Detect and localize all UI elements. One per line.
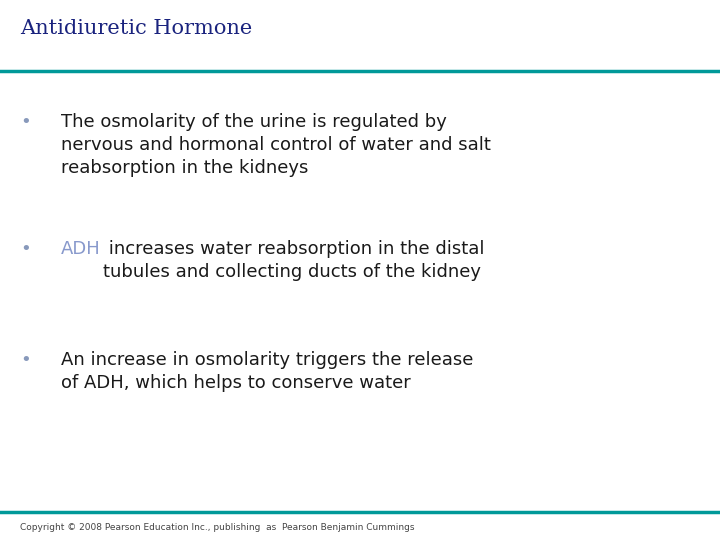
Text: •: • <box>20 113 31 131</box>
Text: •: • <box>20 240 31 258</box>
Text: An increase in osmolarity triggers the release
of ADH, which helps to conserve w: An increase in osmolarity triggers the r… <box>61 351 474 392</box>
Text: •: • <box>20 351 31 369</box>
Text: The osmolarity of the urine is regulated by
nervous and hormonal control of wate: The osmolarity of the urine is regulated… <box>61 113 491 177</box>
Text: ADH: ADH <box>61 240 101 258</box>
Text: Copyright © 2008 Pearson Education Inc., publishing  as  Pearson Benjamin Cummin: Copyright © 2008 Pearson Education Inc.,… <box>20 523 415 532</box>
Text: increases water reabsorption in the distal
tubules and collecting ducts of the k: increases water reabsorption in the dist… <box>103 240 485 281</box>
Text: Antidiuretic Hormone: Antidiuretic Hormone <box>20 19 253 38</box>
